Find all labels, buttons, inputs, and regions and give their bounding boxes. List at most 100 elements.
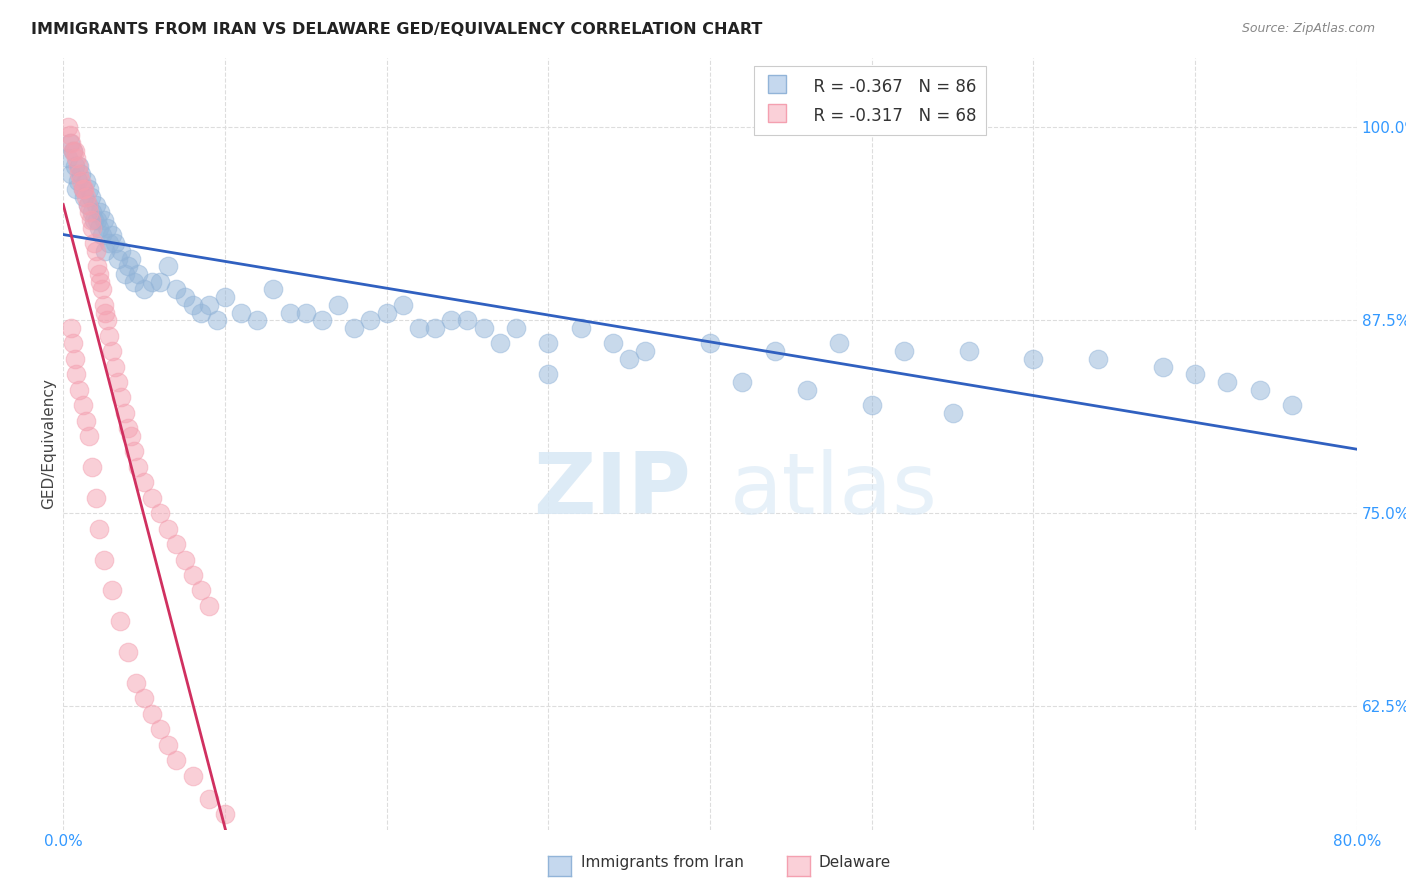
Point <box>278 305 301 319</box>
Point <box>246 313 269 327</box>
Point <box>73 182 96 196</box>
Point <box>141 706 163 721</box>
Point <box>60 167 83 181</box>
Point <box>87 522 110 536</box>
Point <box>569 321 592 335</box>
Point <box>83 213 105 227</box>
Point <box>263 282 285 296</box>
Point <box>828 336 851 351</box>
Point <box>66 159 89 173</box>
Point <box>190 305 212 319</box>
Point <box>67 159 90 173</box>
Point <box>120 429 142 443</box>
Point <box>173 290 195 304</box>
Point <box>634 344 657 359</box>
Point <box>93 298 115 312</box>
Point <box>699 336 721 351</box>
Point <box>472 321 495 335</box>
Point <box>93 552 115 566</box>
Point <box>65 151 87 165</box>
Point <box>127 459 149 474</box>
Point <box>360 313 382 327</box>
Point <box>65 182 87 196</box>
Point <box>87 267 110 281</box>
Point <box>56 151 79 165</box>
Point <box>83 236 105 251</box>
Point <box>190 583 212 598</box>
Point <box>72 182 94 196</box>
Point <box>104 236 127 251</box>
Point <box>602 336 624 351</box>
Text: Delaware: Delaware <box>818 855 890 870</box>
Point <box>893 344 915 359</box>
Point <box>157 738 180 752</box>
Point <box>181 768 204 782</box>
Point <box>75 174 97 188</box>
Y-axis label: GED/Equivalency: GED/Equivalency <box>41 378 56 509</box>
Point <box>173 552 195 566</box>
Point <box>108 614 131 628</box>
Point <box>114 267 136 281</box>
Point <box>124 275 146 289</box>
Point <box>101 583 124 598</box>
Point <box>89 205 111 219</box>
Point <box>97 328 120 343</box>
Point <box>84 244 107 258</box>
Point <box>731 375 754 389</box>
Point <box>72 398 94 412</box>
Point <box>860 398 883 412</box>
Point <box>87 220 110 235</box>
Point <box>141 491 163 505</box>
Point <box>132 282 156 296</box>
Point <box>60 321 83 335</box>
Point <box>214 290 236 304</box>
Point <box>1152 359 1174 374</box>
Point <box>295 305 318 319</box>
Point <box>117 260 139 274</box>
Point <box>73 190 96 204</box>
Point <box>132 691 156 706</box>
Point <box>117 421 139 435</box>
Point <box>76 197 98 211</box>
Point <box>205 313 228 327</box>
Point <box>86 213 108 227</box>
Point <box>62 144 84 158</box>
Point <box>94 305 117 319</box>
Point <box>440 313 463 327</box>
Point <box>197 298 219 312</box>
Point <box>75 414 97 428</box>
Point <box>326 298 350 312</box>
Point <box>763 344 786 359</box>
Point <box>107 252 129 266</box>
Point <box>63 159 86 173</box>
Text: atlas: atlas <box>730 449 938 532</box>
Point <box>149 275 172 289</box>
Point <box>63 351 86 366</box>
Point <box>86 260 108 274</box>
Point <box>1249 383 1271 397</box>
Point <box>214 807 236 822</box>
Point <box>141 275 163 289</box>
Point <box>114 406 136 420</box>
Point <box>456 313 478 327</box>
Point <box>117 645 139 659</box>
Point <box>166 282 188 296</box>
Point <box>70 167 93 181</box>
Point <box>537 336 560 351</box>
Point <box>1281 398 1303 412</box>
Point <box>91 282 114 296</box>
Point <box>425 321 447 335</box>
Text: IMMIGRANTS FROM IRAN VS DELAWARE GED/EQUIVALENCY CORRELATION CHART: IMMIGRANTS FROM IRAN VS DELAWARE GED/EQU… <box>31 22 762 37</box>
Point <box>59 136 82 150</box>
Point <box>796 383 818 397</box>
Point <box>67 167 90 181</box>
Point <box>82 459 104 474</box>
Point <box>157 260 180 274</box>
Point <box>132 475 156 490</box>
Point <box>107 375 129 389</box>
Point <box>391 298 413 312</box>
Point <box>77 429 100 443</box>
Point <box>197 599 219 613</box>
Point <box>942 406 965 420</box>
Point <box>1022 351 1045 366</box>
